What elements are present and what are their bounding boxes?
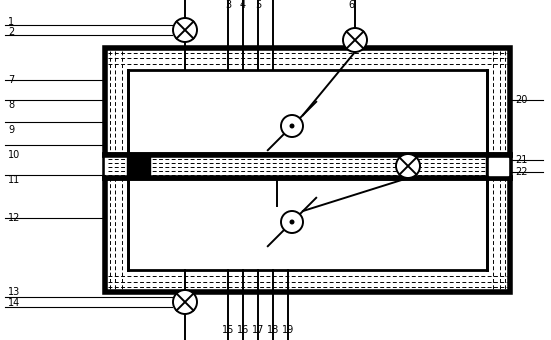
Circle shape: [173, 290, 197, 314]
Circle shape: [343, 28, 367, 52]
Text: 15: 15: [222, 325, 234, 335]
Text: 4: 4: [240, 0, 246, 10]
Circle shape: [396, 154, 420, 178]
Text: 2: 2: [8, 27, 14, 37]
Text: 16: 16: [237, 325, 249, 335]
Text: 21: 21: [515, 155, 527, 165]
Circle shape: [289, 220, 294, 224]
Text: 3: 3: [225, 0, 231, 10]
Text: 13: 13: [8, 287, 20, 297]
Circle shape: [289, 123, 294, 129]
Text: 22: 22: [515, 167, 527, 177]
Circle shape: [173, 18, 197, 42]
Text: 18: 18: [267, 325, 279, 335]
Text: 17: 17: [252, 325, 264, 335]
Text: 14: 14: [8, 298, 20, 308]
Text: 8: 8: [8, 100, 14, 110]
Text: 12: 12: [8, 213, 20, 223]
Text: 11: 11: [8, 175, 20, 185]
Text: 1: 1: [8, 17, 14, 27]
Text: 9: 9: [8, 125, 14, 135]
Text: 5: 5: [255, 0, 261, 10]
Text: 19: 19: [282, 325, 294, 335]
Text: 7: 7: [8, 75, 14, 85]
Text: 10: 10: [8, 150, 20, 160]
Text: 6: 6: [348, 0, 354, 10]
Circle shape: [281, 211, 303, 233]
Circle shape: [281, 115, 303, 137]
Text: 20: 20: [515, 95, 527, 105]
